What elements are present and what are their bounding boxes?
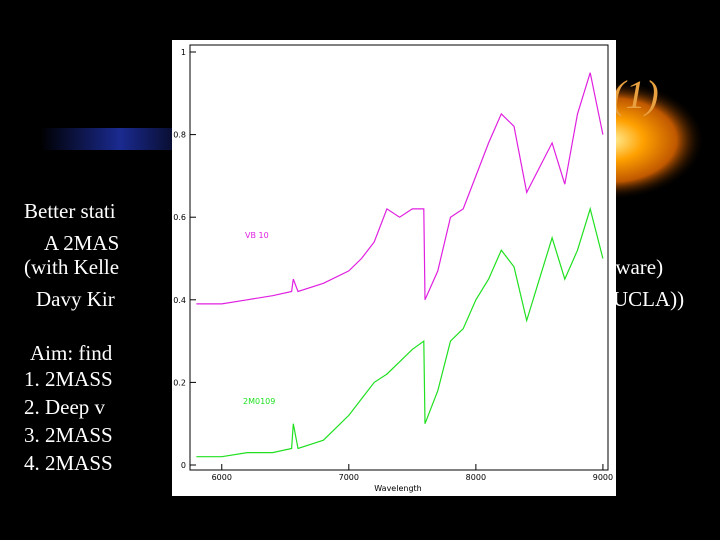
slide-line: 1. 2MASS [24, 367, 113, 391]
series-label: 2M0109 [243, 397, 275, 406]
series-line [196, 72, 604, 305]
y-tick-label: 0.8 [173, 131, 186, 140]
x-tick-label: 7000 [339, 473, 359, 482]
plot-frame [189, 44, 609, 471]
slide-line: Aim: find [30, 341, 113, 365]
y-tick-label: 0.6 [173, 213, 186, 222]
slide-line: Better stati [24, 199, 116, 223]
slide-line: A 2MAS [44, 231, 119, 255]
series-label: VB 10 [245, 231, 269, 240]
slide-line: 3. 2MASS [24, 423, 113, 447]
slide-body: Better stati A 2MAS(with Kelle Davy Kir Aim… [24, 199, 119, 475]
y-tick-label: 0.4 [173, 296, 186, 305]
slide-line: (UCLA)) [606, 287, 684, 311]
x-tick-label: 8000 [466, 473, 486, 482]
x-axis-label: Wavelength [374, 484, 421, 493]
y-axis-label: Fλ [155, 253, 164, 263]
slide-line: 2. Deep v [24, 395, 106, 419]
y-tick-label: 0.2 [173, 378, 186, 387]
chart: 0 0.2 0.4 0.6 0.8 1 6000 7000 8000 9000 Wavelength… [155, 44, 613, 493]
y-tick-label: 1 [181, 48, 186, 57]
plot-panel [172, 40, 616, 496]
slide-line: 4. 2MASS [24, 451, 113, 475]
x-tick-label: 9000 [593, 473, 613, 482]
slide-line: (with Kelle [24, 255, 119, 279]
slide-title: (1) [612, 72, 659, 117]
slide-line: Davy Kir [36, 287, 115, 311]
decor-band [40, 128, 200, 150]
series-line [196, 206, 604, 458]
y-tick-label: 0 [181, 461, 186, 470]
x-tick-label: 6000 [212, 473, 232, 482]
